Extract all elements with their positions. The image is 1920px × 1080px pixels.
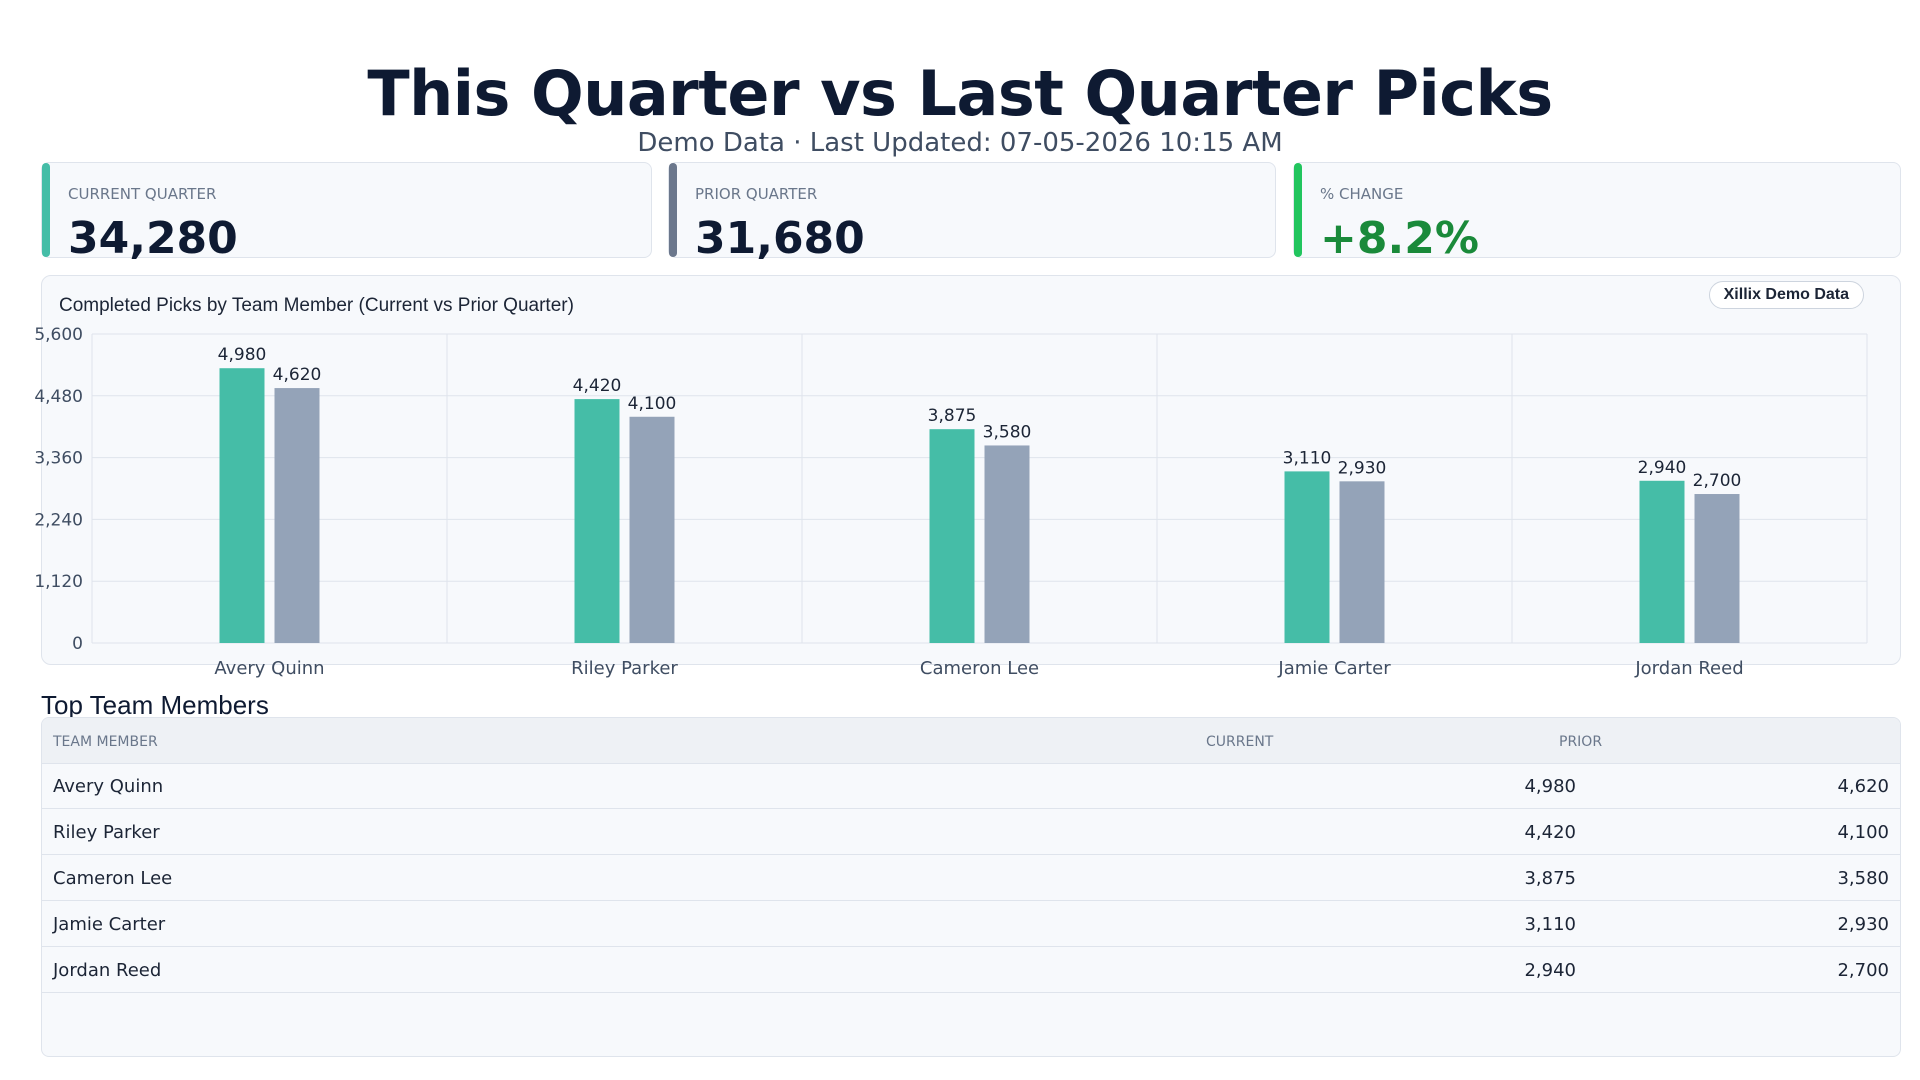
x-tick-label: Jordan Reed (1634, 658, 1743, 679)
kpi-accent-bar (1294, 163, 1302, 257)
demo-data-badge: Xillix Demo Data (1708, 281, 1864, 309)
chart-title: Completed Picks by Team Member (Current … (59, 295, 574, 316)
cell-current: 2,940 (1524, 960, 1576, 981)
bar (1339, 481, 1385, 643)
y-tick-label: 3,360 (34, 449, 83, 469)
x-tick-label: Cameron Lee (920, 658, 1039, 679)
cell-prior: 2,700 (1837, 960, 1889, 981)
bar (274, 388, 320, 643)
kpi-card-percent-change: % CHANGE +8.2% (1293, 162, 1901, 264)
cell-name: Avery Quinn (53, 776, 164, 797)
column-header-prior: PRIOR (1559, 734, 1603, 750)
table-row[interactable]: Jordan Reed 2,940 2,700 (42, 947, 1900, 993)
y-tick-label: 5,600 (34, 325, 83, 345)
data-label: 2,940 (1638, 458, 1687, 478)
cell-prior: 4,100 (1837, 822, 1889, 843)
x-tick-label: Jamie Carter (1277, 658, 1391, 679)
kpi-value: 31,680 (695, 213, 865, 264)
kpi-label: % CHANGE (1320, 185, 1404, 203)
column-header-team-member: TEAM MEMBER (53, 734, 158, 750)
x-tick-label: Avery Quinn (214, 658, 324, 679)
team-members-table: TEAM MEMBER CURRENT PRIOR Avery Quinn 4,… (41, 717, 1901, 1057)
cell-name: Riley Parker (53, 822, 160, 843)
bar (574, 399, 620, 643)
kpi-label: PRIOR QUARTER (695, 185, 818, 203)
cell-current: 4,420 (1524, 822, 1576, 843)
cell-current: 3,110 (1524, 914, 1576, 935)
data-label: 2,930 (1338, 458, 1387, 478)
x-tick-label: Riley Parker (571, 658, 678, 679)
y-tick-label: 1,120 (34, 572, 83, 592)
cell-name: Jordan Reed (53, 960, 162, 981)
table-row[interactable]: Riley Parker 4,420 4,100 (42, 809, 1900, 855)
y-tick-label: 2,240 (34, 510, 83, 530)
bar (984, 445, 1030, 643)
bar (929, 429, 975, 643)
table-header: TEAM MEMBER CURRENT PRIOR (42, 718, 1900, 764)
table-row[interactable]: Jamie Carter 3,110 2,930 (42, 901, 1900, 947)
column-header-current: CURRENT (1206, 734, 1274, 750)
data-label: 4,980 (218, 345, 267, 365)
cell-name: Cameron Lee (53, 868, 173, 889)
cell-name: Jamie Carter (53, 914, 166, 935)
table-section-title: Top Team Members (41, 690, 269, 720)
page-title: This Quarter vs Last Quarter Picks (367, 57, 1553, 130)
table-row[interactable]: Cameron Lee 3,875 3,580 (42, 855, 1900, 901)
y-tick-label: 4,480 (34, 387, 83, 407)
page-header: This Quarter vs Last Quarter Picks (0, 58, 1920, 130)
kpi-card-current-quarter: CURRENT QUARTER 34,280 (41, 162, 652, 264)
page-subtitle: Demo Data · Last Updated: 07-05-2026 10:… (637, 128, 1283, 158)
data-label: 4,420 (573, 376, 622, 396)
bar (629, 416, 675, 643)
cell-current: 4,980 (1524, 776, 1576, 797)
cell-prior: 3,580 (1837, 868, 1889, 889)
data-label: 2,700 (1693, 471, 1742, 491)
cell-prior: 2,930 (1837, 914, 1889, 935)
kpi-accent-bar (669, 163, 677, 257)
kpi-value: 34,280 (68, 213, 238, 264)
cell-prior: 4,620 (1837, 776, 1889, 797)
cell-current: 3,875 (1524, 868, 1576, 889)
data-label: 4,100 (628, 394, 677, 414)
table-row[interactable]: Avery Quinn 4,980 4,620 (42, 763, 1900, 809)
kpi-accent-bar (42, 163, 50, 257)
data-label: 4,620 (273, 365, 322, 385)
bar (1694, 494, 1740, 643)
bar (1284, 471, 1330, 643)
data-label: 3,110 (1283, 448, 1332, 468)
kpi-card-prior-quarter: PRIOR QUARTER 31,680 (668, 162, 1276, 264)
kpi-label: CURRENT QUARTER (68, 185, 217, 203)
kpi-value: +8.2% (1320, 213, 1479, 264)
bar (1639, 480, 1685, 643)
data-label: 3,580 (983, 422, 1032, 442)
bar-chart: 0 1,120 2,240 3,360 4,480 5,600 4,980 4,620 Aver… (34, 325, 1868, 679)
bar (219, 368, 265, 643)
data-label: 3,875 (928, 406, 977, 426)
y-tick-label: 0 (72, 634, 83, 654)
